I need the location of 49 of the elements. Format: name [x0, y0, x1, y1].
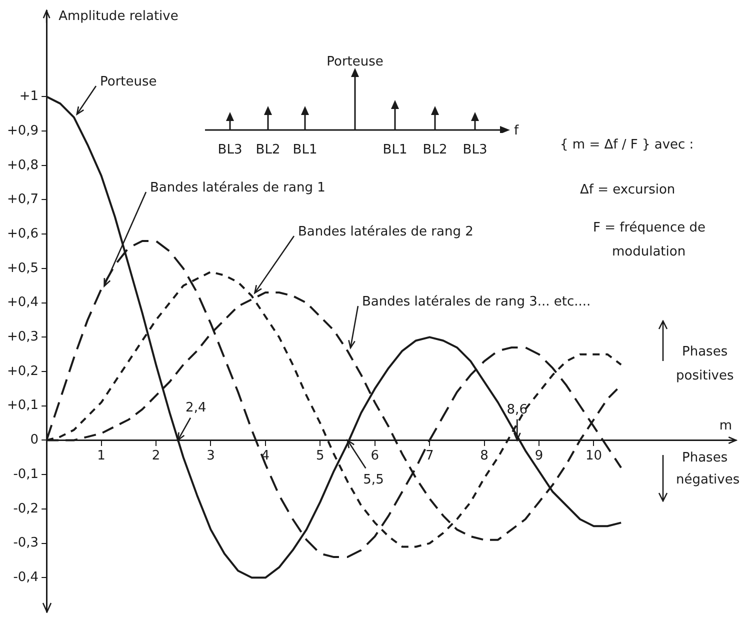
y-tick-label: -0,4 — [13, 570, 39, 586]
annotation: BL1 — [382, 142, 408, 158]
y-tick-label: +0,8 — [6, 158, 39, 173]
text: Porteuse — [100, 74, 157, 90]
annotation: 8,6 — [506, 402, 528, 418]
annotation: Porteuse — [326, 54, 384, 70]
y-tick-label: +0,1 — [6, 398, 39, 414]
x-tick-label: 7 — [425, 448, 434, 464]
annotation: positives — [676, 368, 734, 384]
y-axis-title: Amplitude relative — [58, 9, 178, 24]
y-tick-label: +0,9 — [6, 123, 39, 138]
annotation: BL3 — [462, 142, 488, 158]
x-tick-label: 1 — [97, 448, 106, 464]
y-tick-label: -0,1 — [13, 466, 39, 482]
y-tick-label: +0,6 — [6, 226, 39, 242]
y-tick-label: +0,3 — [6, 330, 39, 345]
y-tick-label: +0,5 — [6, 260, 39, 276]
y-tick-label: +0,2 — [6, 364, 39, 379]
x-axis-title: m — [719, 418, 732, 434]
annotation: f — [514, 123, 519, 138]
annotation: Δf = excursion — [580, 182, 676, 198]
x-tick-label: 6 — [370, 448, 380, 464]
x-tick-label: 5 — [316, 448, 324, 464]
x-tick-label: 10 — [585, 448, 602, 464]
annotation: négatives — [676, 472, 740, 488]
annotation: BL2 — [256, 142, 280, 158]
annotation: BL1 — [292, 142, 318, 158]
annotation: modulation — [612, 244, 686, 260]
y-tick-label: +0,7 — [6, 192, 39, 208]
y-tick-label: 0 — [30, 432, 39, 448]
x-tick-label: 8 — [480, 448, 488, 464]
annotation: { m = Δf / F } avec : — [560, 137, 694, 152]
text: Bandes latérales de rang 3... etc.... — [362, 294, 591, 310]
annotation: Phases — [682, 450, 728, 466]
x-tick-label: 2 — [152, 448, 160, 464]
x-tick-label: 3 — [206, 448, 215, 464]
y-tick-label: +1 — [19, 89, 39, 104]
text: Bandes latérales de rang 2 — [298, 224, 474, 240]
x-tick-label: 9 — [534, 448, 544, 464]
text: Bandes latérales de rang 1 — [150, 180, 326, 196]
annotation: BL2 — [422, 142, 448, 158]
y-tick-label: -0,3 — [13, 536, 39, 551]
annotation: 2,4 — [186, 400, 206, 416]
annotation: 5,5 — [363, 472, 384, 488]
annotation: Phases — [682, 344, 728, 360]
annotation: BL3 — [218, 142, 242, 158]
annotation: F = fréquence de — [593, 220, 706, 236]
y-tick-label: +0,4 — [6, 295, 39, 310]
y-tick-label: -0,2 — [13, 501, 39, 516]
